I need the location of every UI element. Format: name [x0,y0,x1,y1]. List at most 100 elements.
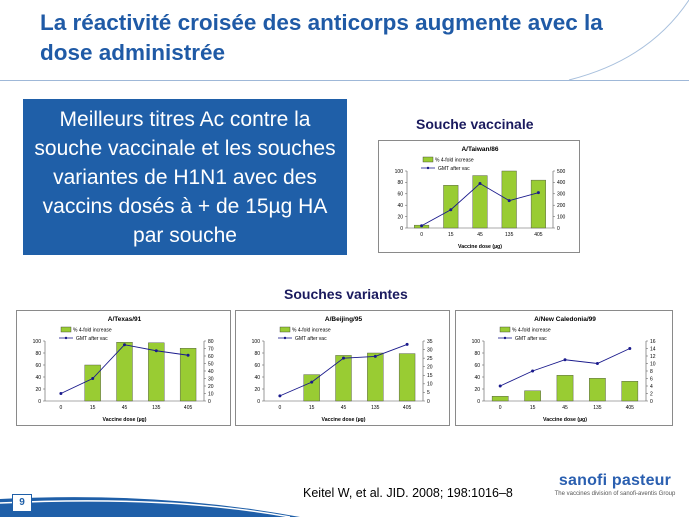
bar [367,352,384,402]
chart-new-caledonia: A/New Caledonia/99 % 4-fold increase GMT a… [472,316,656,423]
legend-line-label: GMT after vac [515,336,547,342]
legend-line-marker [503,336,507,340]
y-tick-label-left: 60 [254,363,260,369]
chart-title: A/Beijing/95 [325,316,363,323]
line-point [405,342,409,346]
y-tick-label-left: 80 [474,351,480,357]
line-point [449,208,453,212]
y-tick-label-left: 60 [474,363,480,369]
y-tick-label-right: 40 [208,369,214,375]
bar [443,185,459,229]
chart-panel-beijing: A/Beijing/95 % 4-fold increase GMT after v… [235,310,450,426]
y-tick-label-right: 0 [208,399,211,405]
legend-line-marker [426,166,430,170]
legend-bar-label: % 4-fold increase [435,158,474,164]
line-point [563,358,567,362]
line-point [498,384,502,388]
y-tick-label-right: 4 [650,384,653,390]
line-point [186,353,190,357]
line-point [595,362,599,365]
legend-bar-swatch [499,326,511,333]
y-tick-label-right: 0 [427,399,430,405]
y-tick-label-left: 20 [397,214,403,220]
y-tick-label-left: 80 [397,180,403,186]
x-tick-label: 135 [593,405,602,411]
logo-name: sanofi pasteur [558,472,672,489]
y-tick-label-left: 40 [35,375,41,381]
bar [179,348,197,402]
y-tick-label-right: 5 [427,390,430,396]
x-tick-label: 0 [60,405,63,411]
y-tick-label-left: 20 [35,387,41,393]
chart-panel-taiwan: A/Taiwan/86 % 4-fold increase GMT after va… [378,140,580,253]
x-tick-label: 15 [90,405,96,411]
y-tick-label-right: 25 [427,356,433,362]
y-tick-label-right: 20 [208,384,214,390]
bar [589,377,606,402]
legend-bar-label: % 4-fold increase [512,328,551,334]
bar [472,175,488,229]
chart-panel-new-caledonia: A/New Caledonia/99 % 4-fold increase GMT a… [455,310,673,426]
y-tick-label-right: 0 [650,399,653,405]
y-tick-label-right: 400 [557,180,566,186]
slide-title: La réactivité croisée des anticorps augm… [40,10,603,65]
y-tick-label-right: 30 [208,376,214,382]
y-tick-label-right: 50 [208,361,214,367]
x-tick-label: 15 [448,232,454,238]
chart-panel-texas: A/Texas/91 % 4-fold increase GMT after vac… [16,310,231,426]
line-point [342,356,345,360]
x-tick-label: 0 [499,405,502,411]
x-tick-label: 15 [530,405,536,411]
y-tick-label-left: 100 [252,339,261,345]
y-tick-label-right: 14 [650,346,656,352]
x-tick-label: 0 [420,232,423,238]
corner-decoration [568,0,689,80]
y-tick-label-right: 0 [557,226,560,232]
citation: Keitel W, et al. JID. 2008; 198:1016–8 [303,486,513,500]
legend-bar-swatch [279,326,291,333]
x-tick-label: 405 [184,405,193,411]
y-tick-label-left: 60 [35,363,41,369]
line-point [278,394,282,398]
x-tick-label: 405 [403,405,412,411]
sanofi-pasteur-logo: sanofi pasteur The vaccines division of … [545,472,685,497]
x-tick-label: 135 [152,405,161,411]
bar [148,342,165,402]
line-point [531,369,535,373]
y-tick-label-right: 10 [650,361,656,367]
x-tick-label: 45 [122,405,128,411]
heading-vaccine-strain: Souche vaccinale [416,116,534,132]
y-tick-label-right: 16 [650,339,656,345]
y-tick-label-right: 15 [427,373,433,379]
x-tick-label: 135 [371,405,380,411]
y-tick-label-left: 100 [472,339,481,345]
bar [84,364,101,402]
x-tick-label: 15 [309,405,315,411]
x-axis-label: Vaccine dose (µg) [458,244,502,250]
x-tick-label: 0 [279,405,282,411]
title-divider [0,80,689,81]
y-tick-label-right: 12 [650,354,656,360]
y-tick-label-left: 60 [397,192,403,198]
bar [491,395,509,402]
bar [303,374,320,402]
y-tick-label-right: 8 [650,369,653,375]
chart-title: A/Texas/91 [108,316,142,323]
chart-texas: A/Texas/91 % 4-fold increase GMT after vac… [33,316,214,423]
chart-taiwan: A/Taiwan/86 % 4-fold increase GMT after va… [395,146,566,250]
y-tick-label-left: 100 [33,339,42,345]
bar [398,353,416,402]
x-tick-label: 45 [477,232,483,238]
line-point [373,354,377,358]
key-message-box: Meilleurs titres Ac contre la souche vac… [23,99,347,255]
line-point [123,343,126,347]
legend-line-label: GMT after vac [295,336,327,342]
legend-bar-swatch [60,326,72,333]
y-tick-label-left: 40 [254,375,260,381]
chart-title: A/New Caledonia/99 [534,316,596,323]
y-tick-label-right: 100 [557,214,566,220]
y-tick-label-left: 80 [35,351,41,357]
y-tick-label-left: 100 [395,169,404,175]
line-point [536,191,540,195]
legend-line-label: GMT after vac [76,336,108,342]
